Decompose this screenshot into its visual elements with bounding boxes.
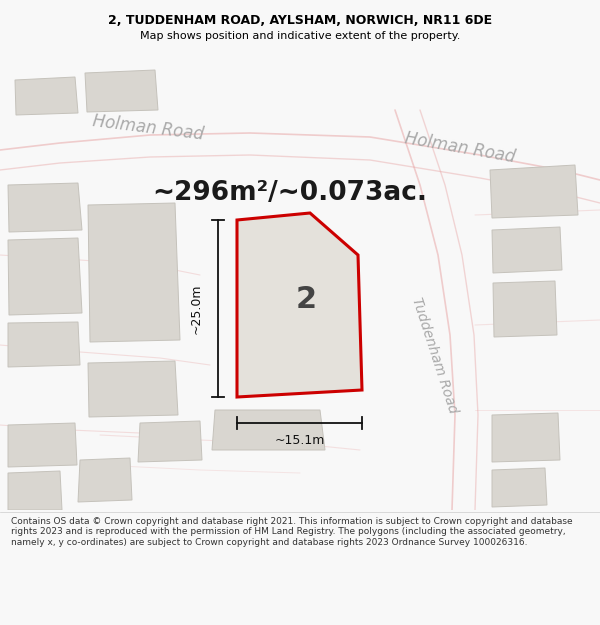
Polygon shape — [8, 471, 62, 510]
Text: Tuddenham Road: Tuddenham Road — [410, 295, 460, 415]
Polygon shape — [8, 322, 80, 367]
Polygon shape — [15, 77, 78, 115]
Text: Holman Road: Holman Road — [91, 112, 205, 144]
Polygon shape — [8, 183, 82, 232]
Text: 2: 2 — [295, 286, 316, 314]
Polygon shape — [85, 70, 158, 112]
Polygon shape — [78, 458, 132, 502]
Text: 2, TUDDENHAM ROAD, AYLSHAM, NORWICH, NR11 6DE: 2, TUDDENHAM ROAD, AYLSHAM, NORWICH, NR1… — [108, 14, 492, 27]
Polygon shape — [493, 281, 557, 337]
Text: ~296m²/~0.073ac.: ~296m²/~0.073ac. — [152, 180, 427, 206]
Text: ~25.0m: ~25.0m — [190, 283, 203, 334]
Text: Map shows position and indicative extent of the property.: Map shows position and indicative extent… — [140, 31, 460, 41]
Polygon shape — [237, 213, 362, 397]
Polygon shape — [88, 203, 180, 342]
Text: Holman Road: Holman Road — [403, 129, 517, 167]
Polygon shape — [88, 361, 178, 417]
Text: Contains OS data © Crown copyright and database right 2021. This information is : Contains OS data © Crown copyright and d… — [11, 517, 572, 547]
Polygon shape — [8, 423, 77, 467]
Polygon shape — [490, 165, 578, 218]
Polygon shape — [8, 238, 82, 315]
Polygon shape — [492, 227, 562, 273]
Polygon shape — [492, 468, 547, 507]
Polygon shape — [138, 421, 202, 462]
Polygon shape — [492, 413, 560, 462]
Text: ~15.1m: ~15.1m — [274, 434, 325, 447]
Polygon shape — [212, 410, 325, 450]
